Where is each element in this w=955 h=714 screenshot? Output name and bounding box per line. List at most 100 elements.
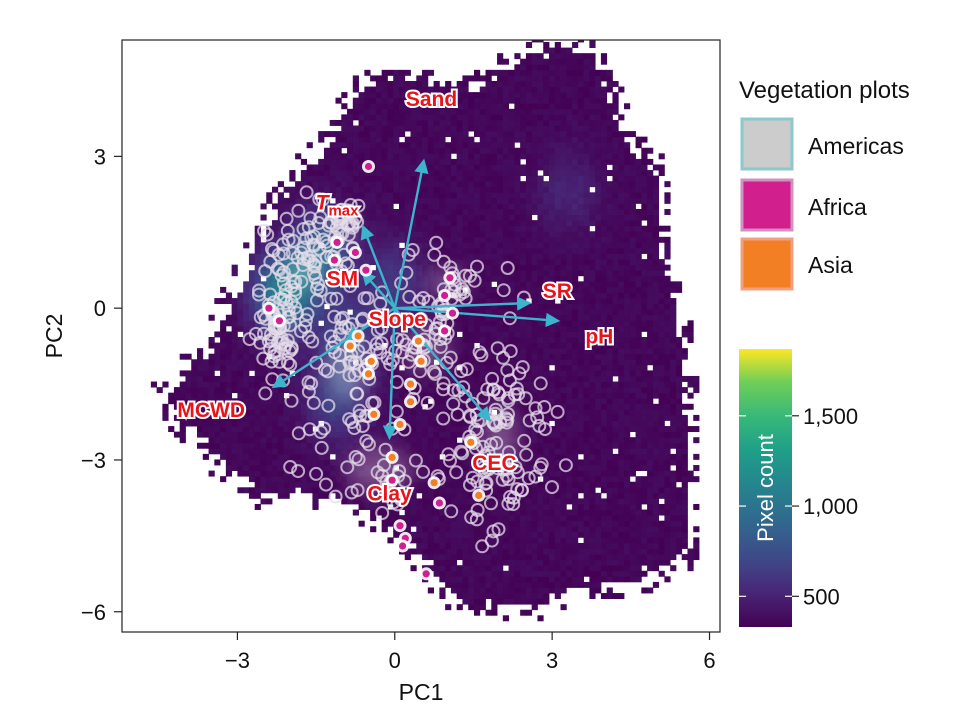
heatmap-cell (277, 459, 284, 466)
heatmap-cell (520, 80, 527, 87)
heatmap-cell (370, 192, 377, 199)
heatmap-cell (479, 170, 486, 177)
heatmap-cell (537, 565, 544, 572)
heatmap-cell (479, 242, 486, 249)
heatmap-cell (531, 186, 538, 193)
heatmap-cell (491, 476, 498, 483)
heatmap-cell (410, 492, 417, 499)
heatmap-cell (497, 348, 504, 355)
heatmap-cell (341, 409, 348, 416)
heatmap-cell (375, 147, 383, 154)
heatmap-cell (485, 314, 492, 321)
heatmap-cell (341, 242, 348, 249)
heatmap-cell (491, 609, 498, 616)
heatmap-cell (381, 192, 388, 199)
heatmap-cell (560, 97, 567, 104)
heatmap-cell (422, 153, 429, 160)
heatmap-cell (445, 231, 452, 238)
heatmap-cell (318, 203, 325, 210)
heatmap-cell (456, 220, 463, 227)
heatmap-cell (387, 114, 394, 121)
heatmap-cell (514, 80, 521, 87)
heatmap-cell (358, 220, 365, 227)
heatmap-cell (508, 197, 515, 204)
heatmap-cell (445, 453, 452, 460)
heatmap-cell (231, 314, 238, 321)
heatmap-cell (485, 286, 492, 293)
heatmap-cell (393, 509, 400, 516)
heatmap-cell (520, 236, 527, 243)
heatmap-cell (572, 414, 579, 421)
heatmap-cell (479, 131, 486, 138)
heatmap-cell (381, 153, 388, 160)
heatmap-cell (220, 414, 227, 421)
heatmap-cell (525, 542, 533, 549)
heatmap-cell (577, 303, 585, 310)
heatmap-cell (531, 303, 538, 310)
heatmap-cell (520, 426, 527, 433)
heatmap-cell (352, 147, 359, 154)
heatmap-cell (560, 359, 567, 366)
heatmap-cell (433, 442, 440, 449)
heatmap-cell (387, 320, 394, 327)
heatmap-cell (450, 554, 458, 561)
heatmap-cell (508, 86, 515, 93)
heatmap-cell (191, 370, 198, 377)
heatmap-cell (456, 147, 463, 154)
heatmap-cell (468, 142, 475, 149)
heatmap-cell (347, 487, 354, 494)
heatmap-cell (393, 325, 400, 332)
heatmap-cell (502, 186, 509, 193)
heatmap-cell (248, 487, 256, 494)
heatmap-cell (439, 186, 446, 193)
heatmap-cell (191, 375, 198, 382)
heatmap-cell (531, 153, 538, 160)
heatmap-cell (375, 292, 383, 299)
heatmap-cell (577, 548, 585, 555)
heatmap-cell (543, 97, 550, 104)
heatmap-cell (427, 142, 434, 149)
heatmap-cell (531, 531, 538, 538)
heatmap-cell (543, 136, 550, 143)
heatmap-cell (295, 481, 302, 488)
heatmap-cell (462, 459, 469, 466)
heatmap-cell (433, 209, 440, 215)
heatmap-cell (514, 147, 521, 154)
heatmap-cell (439, 209, 446, 215)
heatmap-cell (450, 353, 458, 360)
heatmap-cell (473, 158, 481, 165)
heatmap-cell (548, 131, 556, 138)
heatmap-cell (341, 92, 348, 99)
heatmap-cell (364, 220, 371, 227)
heatmap-cell (548, 108, 556, 115)
heatmap-cell (548, 554, 556, 561)
heatmap-cell (560, 125, 567, 132)
heatmap-cell (347, 197, 354, 204)
heatmap-cell (468, 92, 475, 99)
heatmap-cell (572, 236, 579, 243)
heatmap-cell (531, 247, 538, 254)
heatmap-cell (283, 359, 290, 366)
heatmap-cell (456, 153, 463, 160)
heatmap-cell (439, 492, 446, 499)
heatmap-cell (352, 192, 359, 199)
heatmap-cell (468, 231, 475, 238)
heatmap-cell (364, 108, 371, 115)
heatmap-cell (462, 559, 469, 566)
heatmap-cell (548, 348, 556, 355)
heatmap-cell (554, 275, 561, 282)
heatmap-cell (427, 314, 434, 321)
heatmap-cell (520, 131, 527, 138)
heatmap-cell (543, 270, 550, 277)
heatmap-cell (272, 364, 279, 371)
heatmap-cell (370, 492, 377, 499)
heatmap-cell (514, 370, 521, 377)
heatmap-cell (450, 426, 458, 433)
heatmap-cell (427, 370, 434, 377)
heatmap-cell (370, 75, 377, 82)
heatmap-cell (485, 147, 492, 154)
heatmap-cell (352, 181, 359, 188)
heatmap-cell (416, 125, 423, 132)
heatmap-cell (387, 147, 394, 154)
heatmap-cell (300, 481, 308, 488)
